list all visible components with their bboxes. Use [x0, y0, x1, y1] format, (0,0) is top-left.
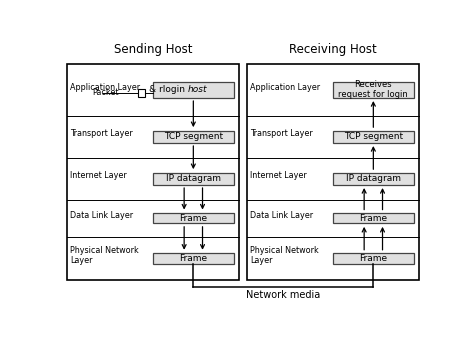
Text: Internet Layer: Internet Layer	[250, 171, 307, 180]
Bar	[333, 213, 414, 223]
Text: host: host	[188, 85, 207, 94]
Text: TCP segment: TCP segment	[344, 132, 403, 141]
Text: Frame: Frame	[179, 214, 208, 223]
Text: Transport Layer: Transport Layer	[250, 129, 313, 139]
Text: Receives
request for login: Receives request for login	[338, 80, 408, 99]
Text: Application Layer: Application Layer	[70, 83, 140, 92]
Text: IP datagram: IP datagram	[166, 174, 221, 183]
Text: TCP segment: TCP segment	[164, 132, 223, 141]
Bar	[153, 253, 234, 264]
Text: Packet: Packet	[92, 89, 119, 97]
Bar	[153, 173, 234, 185]
Text: Frame: Frame	[359, 214, 387, 223]
Text: Frame: Frame	[179, 254, 208, 263]
Bar	[138, 89, 145, 97]
Bar	[333, 82, 414, 98]
Text: Application Layer: Application Layer	[250, 83, 320, 92]
Bar	[333, 253, 414, 264]
Text: Frame: Frame	[359, 254, 387, 263]
Text: Physical Network
Layer: Physical Network Layer	[70, 246, 139, 265]
Text: Sending Host: Sending Host	[114, 43, 192, 56]
Text: Internet Layer: Internet Layer	[70, 171, 127, 180]
Text: IP datagram: IP datagram	[346, 174, 401, 183]
Text: & rlogin: & rlogin	[149, 85, 188, 94]
Bar	[333, 173, 414, 185]
Text: Data Link Layer: Data Link Layer	[250, 211, 313, 220]
Bar	[153, 82, 234, 98]
Text: Transport Layer: Transport Layer	[70, 129, 133, 139]
Text: Physical Network
Layer: Physical Network Layer	[250, 246, 319, 265]
Bar	[66, 64, 239, 280]
Bar	[333, 130, 414, 143]
Bar	[153, 130, 234, 143]
Text: Network media: Network media	[246, 290, 320, 299]
Text: Receiving Host: Receiving Host	[289, 43, 377, 56]
Text: Data Link Layer: Data Link Layer	[70, 211, 133, 220]
Bar	[153, 213, 234, 223]
Bar	[246, 64, 419, 280]
